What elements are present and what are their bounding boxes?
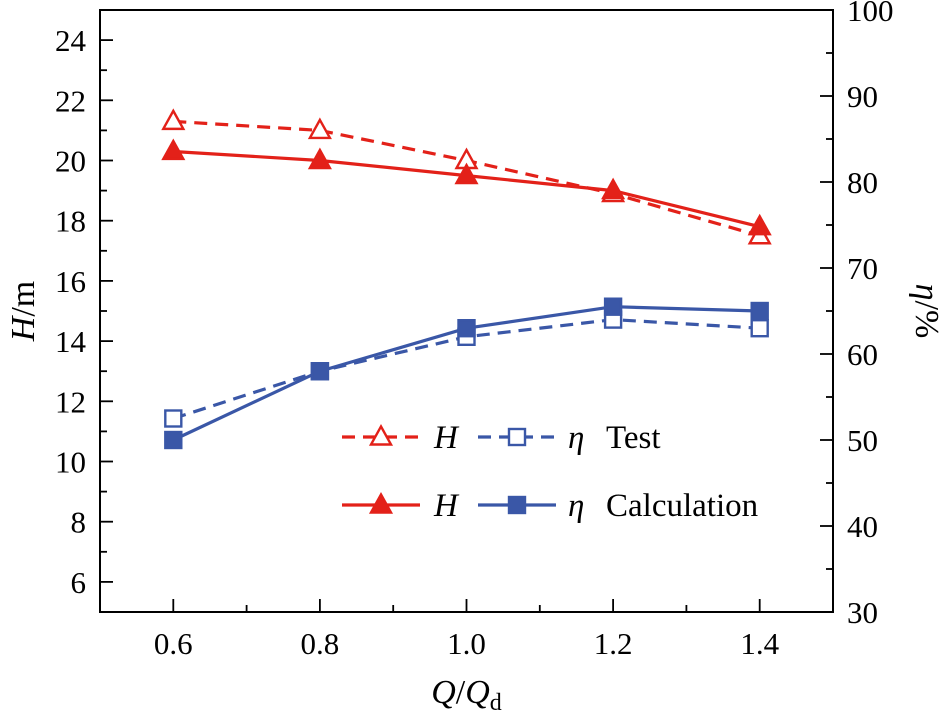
triangle-marker [307, 147, 332, 170]
triangle-marker [454, 162, 479, 185]
right-tick-label: 70 [847, 251, 878, 286]
legend-triangle-marker [368, 492, 394, 514]
x-tick-label: 1.2 [594, 626, 633, 661]
left-tick-label: 22 [55, 83, 86, 118]
legend-series-label: H [433, 420, 460, 456]
triangle-marker [161, 108, 186, 131]
square-marker [164, 430, 183, 450]
square-marker [750, 301, 769, 321]
triangle-marker [307, 117, 332, 140]
triangle-marker [747, 213, 772, 236]
legend-series-label: η [568, 420, 584, 456]
x-tick-label: 0.6 [154, 626, 193, 661]
x-tick-label: 1.0 [447, 626, 486, 661]
right-tick-label: 100 [847, 0, 894, 28]
square-marker [310, 362, 330, 381]
legend-group-label: Test [606, 420, 661, 456]
left-tick-label: 20 [55, 144, 86, 179]
left-tick-label: 10 [55, 445, 86, 480]
legend-square-marker [507, 427, 527, 447]
square-marker [750, 319, 769, 338]
triangle-marker [161, 138, 186, 161]
left-tick-label: 16 [55, 264, 86, 299]
left-tick-label: 24 [55, 23, 87, 58]
right-tick-label: 50 [847, 423, 878, 458]
left-tick-label: 6 [71, 565, 87, 600]
legend-square-marker [507, 495, 527, 515]
x-axis-title: Q/Qd [431, 674, 502, 716]
right-tick-label: 30 [847, 595, 878, 630]
right-axis-title: η/% [908, 284, 944, 339]
triangle-marker [601, 177, 626, 200]
square-marker [164, 409, 183, 428]
left-tick-label: 14 [55, 324, 87, 359]
series-markers-eta-calculation [164, 297, 769, 450]
square-marker [457, 319, 476, 338]
left-tick-label: 12 [55, 384, 86, 419]
x-tick-label: 0.8 [301, 626, 340, 661]
x-tick-label: 1.4 [740, 626, 779, 661]
series-group [161, 108, 772, 450]
axis-ticks: 6 8 10 12 14 16 18 20 22 24 30 40 50 60 70 80 90 100 0.6 0.… [55, 0, 894, 661]
right-tick-label: 40 [847, 509, 878, 544]
left-tick-label: 8 [71, 505, 87, 540]
square-marker [603, 297, 623, 316]
legend-triangle-marker [368, 424, 394, 446]
right-tick-label: 60 [847, 337, 878, 372]
left-axis-title: H/m [5, 281, 42, 342]
series-markers-h-calculation [161, 138, 772, 236]
left-tick-label: 18 [55, 204, 86, 239]
legend-series-label: H [433, 488, 460, 524]
legend-series-label: η [568, 488, 584, 524]
right-tick-label: 80 [847, 165, 878, 200]
legend-group-label: Calculation [606, 488, 758, 524]
right-tick-label: 90 [847, 79, 878, 114]
